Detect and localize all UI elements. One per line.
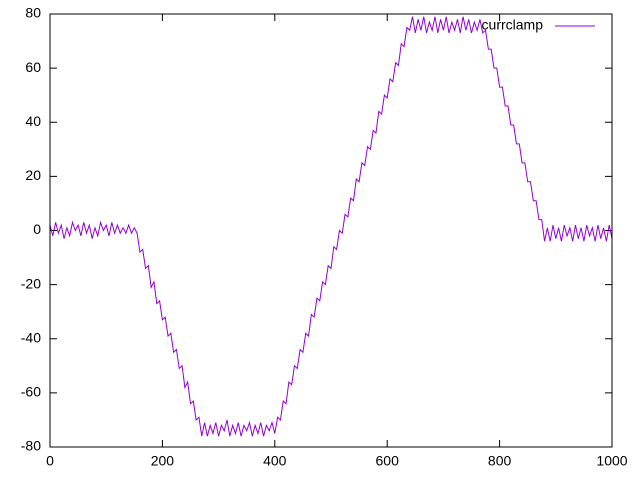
- x-tick-label: 1000: [596, 453, 627, 469]
- y-tick-label: 40: [25, 113, 41, 129]
- y-tick-label: 0: [33, 221, 41, 237]
- y-tick-label: 80: [25, 5, 41, 21]
- x-tick-label: 400: [263, 453, 287, 469]
- y-tick-label: -60: [21, 384, 41, 400]
- x-tick-label: 600: [376, 453, 400, 469]
- x-tick-label: 800: [488, 453, 512, 469]
- x-tick-label: 0: [46, 453, 54, 469]
- y-tick-label: 20: [25, 167, 41, 183]
- y-tick-label: -20: [21, 275, 41, 291]
- legend-label: currclamp: [482, 17, 544, 33]
- y-tick-label: -40: [21, 329, 41, 345]
- y-tick-label: 60: [25, 59, 41, 75]
- y-tick-label: -80: [21, 438, 41, 454]
- data-line: [49, 16, 613, 437]
- plot-border: [49, 13, 613, 448]
- x-tick-label: 200: [151, 453, 175, 469]
